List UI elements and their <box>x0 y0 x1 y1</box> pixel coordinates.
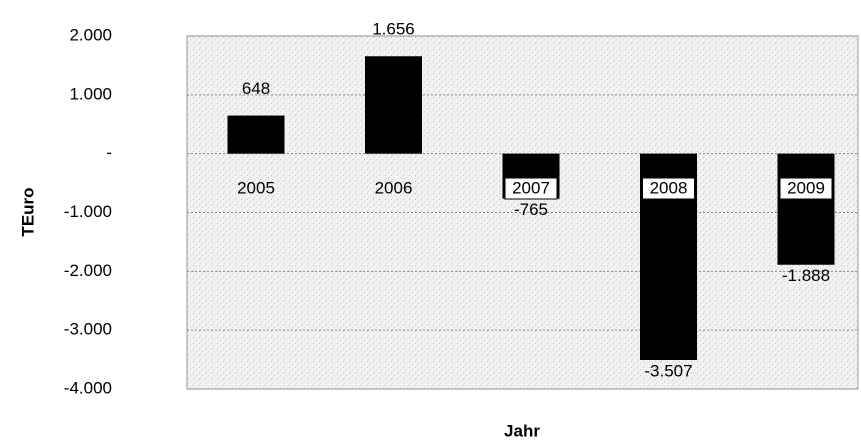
category-label-box <box>642 177 695 200</box>
value-label: 1.656 <box>372 20 415 39</box>
value-label: -1.888 <box>782 266 830 285</box>
bar <box>777 153 835 265</box>
y-tick-label: - <box>106 143 112 162</box>
value-label: -765 <box>514 200 548 219</box>
value-label: -3.507 <box>644 361 692 380</box>
y-tick-label: -1.000 <box>64 202 112 221</box>
bar <box>227 115 285 154</box>
value-label: 648 <box>242 79 270 98</box>
y-axis-label: TEuro <box>18 187 37 236</box>
y-tick-label: 1.000 <box>69 84 112 103</box>
category-label-box <box>504 177 558 200</box>
y-tick-label: -2.000 <box>64 261 112 280</box>
category-label: 2007 <box>512 178 550 197</box>
y-tick-label: -4.000 <box>64 378 112 397</box>
category-label: 2008 <box>650 178 688 197</box>
category-label: 2006 <box>375 178 413 197</box>
y-tick-label: 2.000 <box>69 25 112 44</box>
x-axis-label: Jahr <box>504 421 540 440</box>
bar <box>365 56 422 154</box>
category-label: 2009 <box>787 178 825 197</box>
category-label-box <box>779 177 833 200</box>
y-tick-label: -3.000 <box>64 320 112 339</box>
plot-area <box>186 35 859 390</box>
category-label: 2005 <box>237 178 275 197</box>
